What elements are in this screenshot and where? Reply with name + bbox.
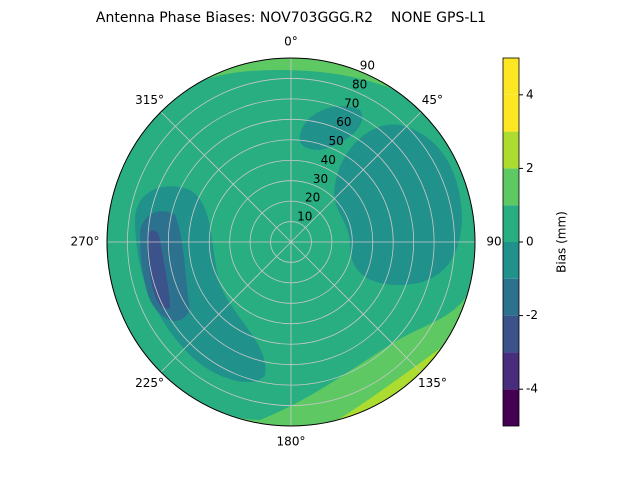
colorbar-tick-label: -2 <box>526 308 538 322</box>
grid-spoke <box>160 111 292 243</box>
theta-tick-label: 315° <box>135 93 164 107</box>
theta-tick-label: 225° <box>135 376 164 390</box>
colorbar-band <box>503 315 519 353</box>
colorbar-band <box>503 389 519 426</box>
colorbar-band <box>503 58 519 95</box>
colorbar-band <box>503 168 519 206</box>
colorbar-band <box>503 352 519 390</box>
r-tick-label: 30 <box>313 172 328 186</box>
r-tick-label: 40 <box>321 153 336 167</box>
colorbar-band <box>503 205 519 242</box>
grid-spoke <box>290 241 422 373</box>
polar-frame <box>106 57 476 427</box>
colorbar-tick-label: 0 <box>526 235 534 249</box>
r-tick-label: 50 <box>328 134 343 148</box>
colorbar-band <box>503 94 519 132</box>
contour-region <box>147 230 170 309</box>
theta-tick-label: 0° <box>284 35 298 49</box>
colorbar-tick-label: 2 <box>526 161 534 175</box>
colorbar-band <box>503 131 519 169</box>
contour-region <box>334 124 462 285</box>
overlay: 1020304050607080900°45°90°135°180°225°27… <box>71 35 569 449</box>
colorbar-tick-label: 4 <box>526 87 534 101</box>
r-tick-label: 70 <box>344 96 359 110</box>
r-tick-label: 60 <box>336 115 351 129</box>
chart-title: Antenna Phase Biases: NOV703GGG.R2 NONE … <box>96 10 486 26</box>
theta-tick-label: 135° <box>418 376 447 390</box>
contour-region <box>299 106 363 150</box>
colorbar-label: Bias (mm) <box>555 211 569 273</box>
theta-tick-label: 270° <box>71 235 100 249</box>
r-tick-label: 80 <box>352 77 367 91</box>
grid-spoke <box>160 241 292 373</box>
colorbar-tick-label: -4 <box>526 382 538 396</box>
colorbar-band <box>503 242 519 279</box>
theta-tick-label: 180° <box>277 435 306 449</box>
r-tick-label: 90 <box>360 59 375 73</box>
colorbar-band <box>503 278 519 316</box>
theta-tick-label: 45° <box>422 93 443 107</box>
r-tick-label: 10 <box>297 210 312 224</box>
r-tick-label: 20 <box>305 191 320 205</box>
grid-spoke <box>290 111 422 243</box>
theta-tick-label: 90° <box>486 235 507 249</box>
